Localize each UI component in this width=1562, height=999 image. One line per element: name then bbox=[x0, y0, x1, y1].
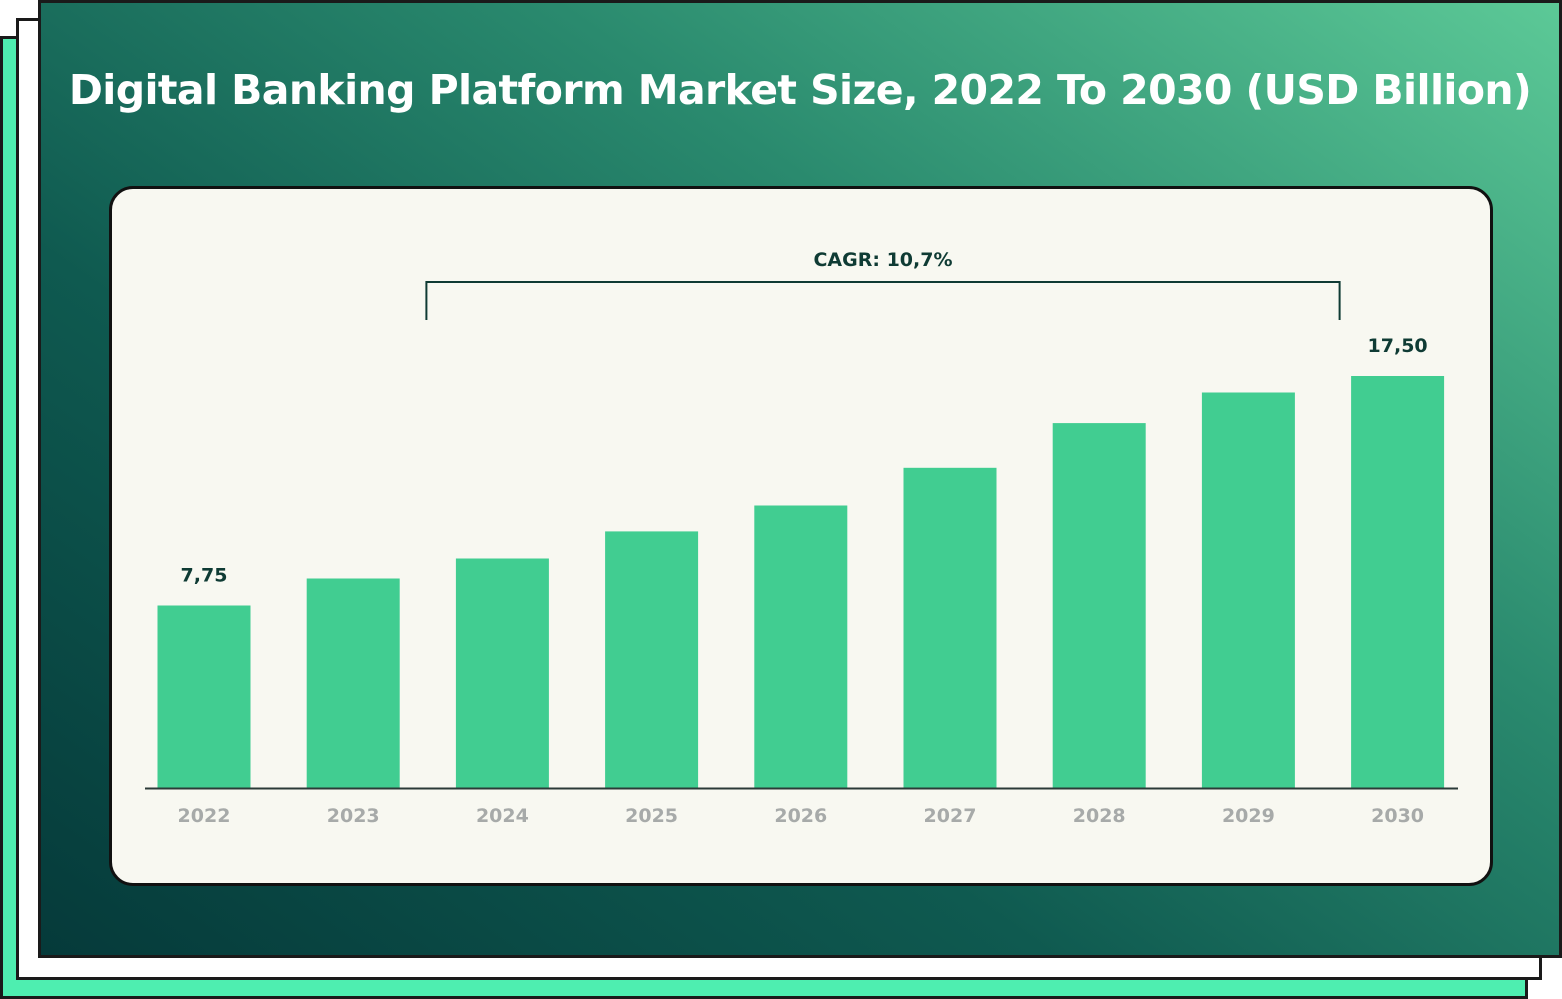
chart-title: Digital Banking Platform Market Size, 20… bbox=[68, 66, 1532, 114]
bar-2030 bbox=[1351, 376, 1445, 788]
bar-2027 bbox=[903, 467, 997, 788]
bar-2024 bbox=[455, 558, 549, 788]
bar-2022 bbox=[157, 605, 251, 788]
data-label-2030: 17,50 bbox=[1368, 335, 1428, 357]
tick-label-2027: 2027 bbox=[924, 805, 977, 827]
bar-2029 bbox=[1201, 392, 1295, 788]
tick-label-2026: 2026 bbox=[774, 805, 827, 827]
cagr-label: CAGR: 10,7% bbox=[813, 249, 952, 271]
bar-2026 bbox=[754, 505, 848, 788]
tick-label-2022: 2022 bbox=[178, 805, 231, 827]
bar-2028 bbox=[1052, 423, 1146, 788]
cagr-bracket bbox=[425, 281, 1341, 320]
bar-2025 bbox=[605, 531, 699, 788]
tick-label-2025: 2025 bbox=[625, 805, 678, 827]
tick-label-2029: 2029 bbox=[1222, 805, 1275, 827]
tick-label-2030: 2030 bbox=[1371, 805, 1424, 827]
tick-label-2023: 2023 bbox=[327, 805, 380, 827]
data-label-2022: 7,75 bbox=[181, 565, 228, 587]
tick-label-2028: 2028 bbox=[1073, 805, 1126, 827]
bar-2023 bbox=[306, 578, 400, 788]
tick-label-2024: 2024 bbox=[476, 805, 529, 827]
